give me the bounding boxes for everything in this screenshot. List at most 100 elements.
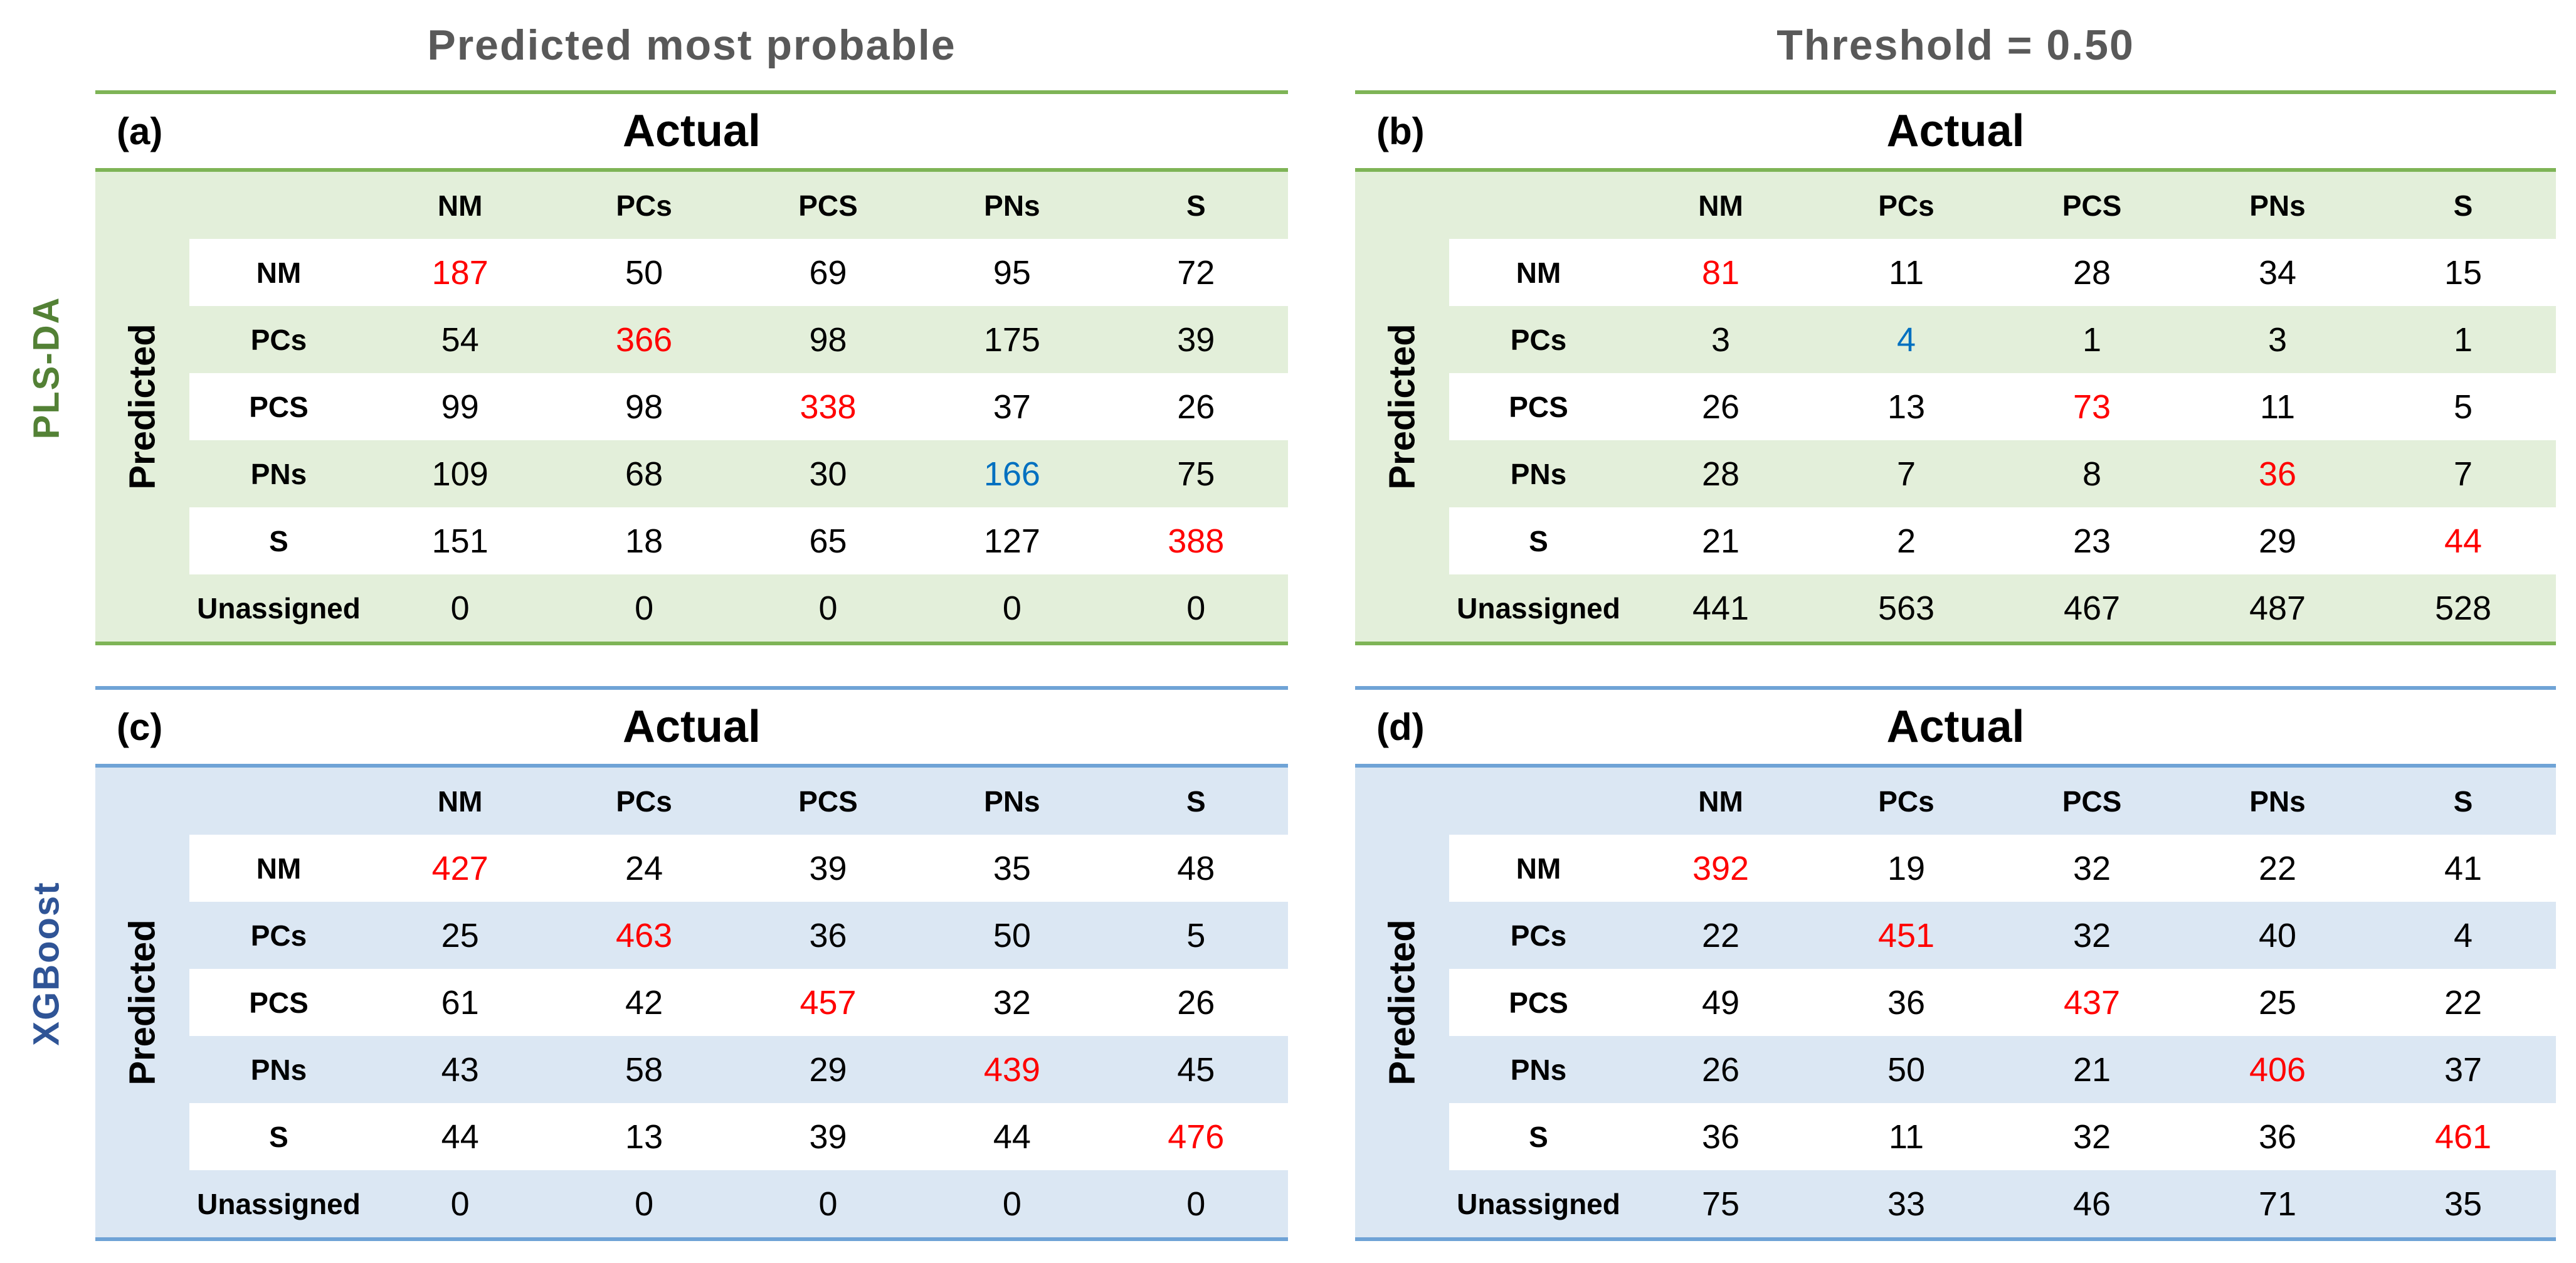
matrix-cell: 427 bbox=[368, 835, 552, 902]
matrix-cell: 58 bbox=[625, 1050, 663, 1089]
matrix-cell: 7 bbox=[1896, 455, 1916, 493]
matrix-cell: 32 bbox=[1999, 1103, 2185, 1170]
matrix-cell: 0 bbox=[450, 1185, 470, 1223]
panel-d-mid-line bbox=[1355, 764, 2556, 768]
panel-d-bottom-line bbox=[1355, 1237, 2556, 1241]
row-label-NM: NM bbox=[1449, 835, 1628, 902]
panel-c-tag: (c) bbox=[117, 705, 163, 748]
row-label-PCS: PCS bbox=[1449, 969, 1628, 1036]
row-label-PNs: PNs bbox=[1510, 1053, 1567, 1086]
col-header-PCS: PCS bbox=[798, 785, 858, 818]
panel-a: (a) Actual Predicted NM PCs PCS PNs S NM 187 50 6… bbox=[95, 90, 1288, 645]
panel-b-actual-title: Actual bbox=[1886, 106, 2025, 156]
row-label-PCs: PCs bbox=[250, 323, 307, 356]
matrix-cell: 44 bbox=[2370, 507, 2556, 574]
matrix-cell: 0 bbox=[450, 589, 470, 627]
matrix-cell: 21 bbox=[1628, 507, 1813, 574]
confusion-matrix-b: Predicted NM PCs PCS PNs S NM 81 11 28 34 15 PCs 3 4 1 3… bbox=[1355, 172, 2556, 642]
row-label-S: S bbox=[1449, 507, 1628, 574]
matrix-cell: 50 bbox=[552, 239, 736, 306]
col-header-PNs: PNs bbox=[2249, 189, 2306, 222]
matrix-cell: 71 bbox=[2258, 1185, 2297, 1223]
matrix-cell: 40 bbox=[2258, 916, 2297, 954]
matrix-cell: 50 bbox=[993, 916, 1031, 954]
matrix-cell: 34 bbox=[2185, 239, 2370, 306]
matrix-cell: 49 bbox=[1628, 969, 1813, 1036]
col-header-S: S bbox=[1186, 189, 1206, 222]
col-header-PNs: PNs bbox=[2249, 785, 2306, 818]
matrix-cell: 72 bbox=[1104, 239, 1288, 306]
matrix-cell: 441 bbox=[1692, 589, 1750, 627]
predicted-axis-label-text: Predicted bbox=[1381, 324, 1423, 490]
matrix-cell: 73 bbox=[1999, 373, 2185, 440]
predicted-axis-label: Predicted bbox=[95, 768, 189, 1237]
row-label-Unassigned: Unassigned bbox=[1457, 1187, 1620, 1220]
matrix-cell: 98 bbox=[552, 373, 736, 440]
matrix-cell: 29 bbox=[2185, 507, 2370, 574]
matrix-cell: 75 bbox=[1701, 1185, 1740, 1223]
matrix-cell: 46 bbox=[2072, 1185, 2111, 1223]
predicted-axis-label: Predicted bbox=[95, 172, 189, 642]
matrix-cell: 0 bbox=[635, 589, 654, 627]
confusion-matrix-d: Predicted NM PCs PCS PNs S NM 392 19 32 22 41 PCs 22 4… bbox=[1355, 768, 2556, 1237]
panel-c-top-line bbox=[95, 686, 1288, 690]
matrix-cell: 563 bbox=[1877, 589, 1935, 627]
panel-d: (d) Actual Predicted NM PCs PCS PNs S NM 392 19 3… bbox=[1355, 686, 2556, 1241]
row-label-PNs: PNs bbox=[250, 457, 307, 490]
matrix-cell: 32 bbox=[1999, 835, 2185, 902]
matrix-cell: 13 bbox=[1813, 373, 1999, 440]
row-label-PNs: PNs bbox=[1510, 457, 1567, 490]
row-label-Unassigned: Unassigned bbox=[197, 1187, 361, 1220]
matrix-cell: 23 bbox=[1999, 507, 2185, 574]
predicted-axis-label-text: Predicted bbox=[122, 919, 163, 1086]
matrix-cell: 39 bbox=[736, 835, 921, 902]
matrix-cell: 1 bbox=[2453, 320, 2473, 359]
matrix-cell: 109 bbox=[431, 455, 488, 493]
matrix-cell: 35 bbox=[920, 835, 1104, 902]
matrix-cell: 36 bbox=[2185, 1103, 2370, 1170]
panel-d-top-line bbox=[1355, 686, 2556, 690]
row-label-PCS: PCS bbox=[189, 969, 368, 1036]
matrix-cell: 21 bbox=[2072, 1050, 2111, 1089]
matrix-cell: 65 bbox=[736, 507, 921, 574]
matrix-cell: 98 bbox=[809, 320, 847, 359]
panel-b-bottom-line bbox=[1355, 642, 2556, 645]
panel-d-tag: (d) bbox=[1376, 705, 1425, 748]
corner-cell bbox=[1449, 768, 1628, 835]
matrix-cell: 5 bbox=[2370, 373, 2556, 440]
matrix-cell: 463 bbox=[616, 916, 673, 954]
panel-a-bottom-line bbox=[95, 642, 1288, 645]
matrix-cell: 451 bbox=[1877, 916, 1935, 954]
side-label-xgboost-text: XGBoost bbox=[26, 881, 67, 1046]
row-label-NM: NM bbox=[189, 835, 368, 902]
panel-c-mid-line bbox=[95, 764, 1288, 768]
side-label-pls-da-text: PLS-DA bbox=[26, 296, 67, 440]
matrix-cell: 5 bbox=[1186, 916, 1206, 954]
matrix-cell: 0 bbox=[1186, 589, 1206, 627]
row-label-PCs: PCs bbox=[250, 919, 307, 952]
col-header-PNs: PNs bbox=[984, 189, 1040, 222]
matrix-cell: 37 bbox=[920, 373, 1104, 440]
row-label-PCs: PCs bbox=[1510, 919, 1567, 952]
matrix-cell: 127 bbox=[920, 507, 1104, 574]
panel-b-mid-line bbox=[1355, 168, 2556, 172]
panel-b: (b) Actual Predicted NM PCs PCS PNs S NM 81 11 28… bbox=[1355, 90, 2556, 645]
row-label-PCs: PCs bbox=[1510, 323, 1567, 356]
matrix-cell: 39 bbox=[736, 1103, 921, 1170]
matrix-cell: 3 bbox=[1711, 320, 1731, 359]
matrix-cell: 187 bbox=[368, 239, 552, 306]
matrix-cell: 2 bbox=[1813, 507, 1999, 574]
matrix-cell: 69 bbox=[736, 239, 921, 306]
row-label-PCS: PCS bbox=[1449, 373, 1628, 440]
matrix-cell: 45 bbox=[1177, 1050, 1215, 1089]
matrix-cell: 19 bbox=[1813, 835, 1999, 902]
matrix-cell: 25 bbox=[441, 916, 479, 954]
matrix-cell: 36 bbox=[809, 916, 847, 954]
matrix-cell: 0 bbox=[1002, 589, 1021, 627]
matrix-cell: 37 bbox=[2444, 1050, 2483, 1089]
matrix-cell: 24 bbox=[552, 835, 736, 902]
matrix-cell: 68 bbox=[625, 455, 663, 493]
matrix-cell: 11 bbox=[1813, 239, 1999, 306]
row-label-NM: NM bbox=[189, 239, 368, 306]
col-header-PCS: PCS bbox=[2062, 189, 2122, 222]
